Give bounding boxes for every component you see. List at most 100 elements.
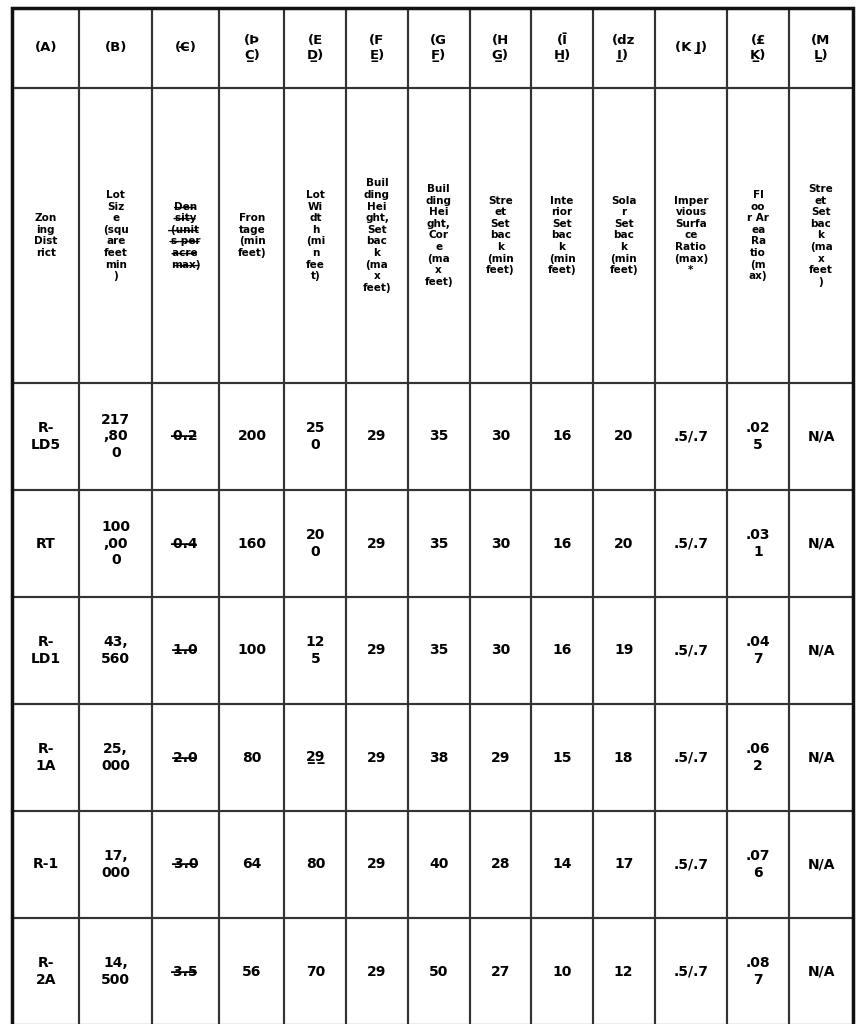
Bar (220, 383, 285, 490)
Text: Lot
Siz
e
(squ
are
feet
min
): Lot Siz e (squ are feet min ) (103, 189, 129, 282)
Bar (12, 490, 80, 597)
Bar (152, 8, 220, 88)
Bar (727, 918, 789, 1024)
Text: 35: 35 (429, 429, 448, 443)
Bar (531, 490, 593, 597)
Text: Lot
Wi
dt
h
(mi
n
fee
t): Lot Wi dt h (mi n fee t) (305, 189, 325, 282)
Text: 2̲9̲: 2̲9̲ (305, 751, 325, 765)
Bar (727, 383, 789, 490)
Bar (593, 490, 655, 597)
Text: 160: 160 (238, 537, 266, 551)
Text: .5/.7: .5/.7 (674, 537, 708, 551)
Text: 64: 64 (242, 857, 261, 871)
Bar (789, 705, 853, 811)
Text: Buil
ding
Hei
ght,
Set
bac
k
(ma
x
feet): Buil ding Hei ght, Set bac k (ma x feet) (362, 178, 391, 293)
Bar (346, 8, 407, 88)
Bar (285, 490, 346, 597)
Text: 16: 16 (553, 537, 572, 551)
Bar (152, 705, 220, 811)
Bar (531, 383, 593, 490)
Bar (531, 8, 593, 88)
Text: 14: 14 (552, 857, 572, 871)
Bar (80, 705, 152, 811)
Text: 25
0: 25 0 (305, 422, 325, 452)
Text: (A): (A) (35, 42, 57, 54)
Text: .5/.7: .5/.7 (674, 429, 708, 443)
Text: (ǳ
I̲): (ǳ I̲) (612, 34, 636, 62)
Text: D̶e̶n̶
s̶i̶t̶y̶
(̶u̶n̶i̶t̶
s̶ ̶p̶e̶r̶
a̶c̶r̶e̶
m̶a̶x̶)̶: D̶e̶n̶ s̶i̶t̶y̶ (̶u̶n̶i̶t̶ s̶ ̶p̶e̶r̶ a̶… (171, 202, 201, 269)
Bar (470, 705, 531, 811)
Text: .07
6: .07 6 (746, 849, 771, 880)
Text: (F
E̲): (F E̲) (369, 34, 385, 62)
Bar (407, 918, 470, 1024)
Text: N/A: N/A (807, 751, 835, 765)
Bar (593, 918, 655, 1024)
Text: Sola
r
Set
bac
k
(min
feet): Sola r Set bac k (min feet) (609, 196, 638, 275)
Text: Imper
vious
Surfa
ce
Ratio
(max)
*: Imper vious Surfa ce Ratio (max) * (674, 196, 708, 275)
Text: 20: 20 (614, 429, 633, 443)
Bar (12, 597, 80, 705)
Bar (407, 597, 470, 705)
Bar (285, 705, 346, 811)
Text: N/A: N/A (807, 537, 835, 551)
Text: 29: 29 (490, 751, 510, 765)
Bar (12, 88, 80, 383)
Bar (152, 918, 220, 1024)
Bar (593, 8, 655, 88)
Bar (220, 811, 285, 918)
Text: 2̶.̶0̶: 2̶.̶0̶ (174, 751, 198, 765)
Bar (346, 811, 407, 918)
Text: 29: 29 (368, 857, 387, 871)
Bar (346, 705, 407, 811)
Text: .04
7: .04 7 (746, 636, 771, 666)
Text: 29: 29 (368, 751, 387, 765)
Bar (470, 8, 531, 88)
Text: R-1: R-1 (33, 857, 59, 871)
Text: 12: 12 (614, 965, 633, 979)
Text: Inte
rior
Set
bac
k
(min
feet): Inte rior Set bac k (min feet) (548, 196, 576, 275)
Bar (80, 597, 152, 705)
Bar (655, 383, 727, 490)
Bar (789, 597, 853, 705)
Text: R-
2A: R- 2A (35, 956, 56, 986)
Text: N/A: N/A (807, 857, 835, 871)
Bar (346, 918, 407, 1024)
Text: 38: 38 (429, 751, 448, 765)
Bar (531, 597, 593, 705)
Bar (789, 490, 853, 597)
Bar (727, 597, 789, 705)
Text: 40: 40 (429, 857, 448, 871)
Text: R-
1A: R- 1A (35, 742, 56, 772)
Bar (285, 811, 346, 918)
Bar (220, 705, 285, 811)
Text: 35: 35 (429, 537, 448, 551)
Text: Stre
et
Set
bac
k
(min
feet): Stre et Set bac k (min feet) (486, 196, 515, 275)
Bar (655, 597, 727, 705)
Text: 29: 29 (368, 537, 387, 551)
Bar (655, 88, 727, 383)
Bar (531, 705, 593, 811)
Bar (12, 811, 80, 918)
Text: N/A: N/A (807, 429, 835, 443)
Text: R-
LD1: R- LD1 (30, 636, 61, 666)
Bar (346, 597, 407, 705)
Text: 100: 100 (238, 643, 266, 657)
Text: 56: 56 (242, 965, 261, 979)
Bar (727, 8, 789, 88)
Text: 20
0: 20 0 (305, 528, 325, 559)
Text: 20: 20 (614, 537, 633, 551)
Bar (593, 88, 655, 383)
Bar (727, 705, 789, 811)
Text: .06
2: .06 2 (746, 742, 771, 772)
Bar (80, 8, 152, 88)
Bar (655, 490, 727, 597)
Bar (593, 383, 655, 490)
Text: 3̶.̶5̶: 3̶.̶5̶ (174, 965, 198, 979)
Bar (407, 811, 470, 918)
Bar (727, 88, 789, 383)
Bar (346, 88, 407, 383)
Bar (285, 88, 346, 383)
Text: 217
,80
0: 217 ,80 0 (101, 414, 131, 460)
Bar (789, 918, 853, 1024)
Bar (152, 811, 220, 918)
